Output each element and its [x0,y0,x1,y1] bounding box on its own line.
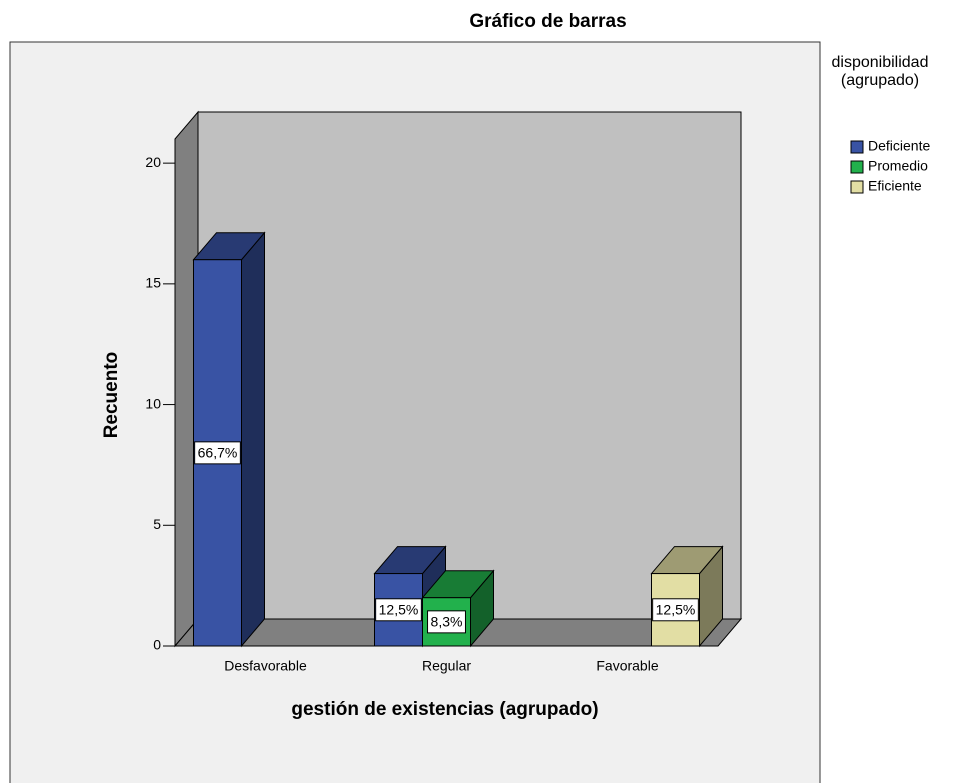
data-label: 12,5% [379,601,419,617]
data-label: 66,7% [198,445,238,461]
legend-label: Deficiente [868,138,930,154]
bar-side [241,231,265,648]
data-label-box [194,441,241,465]
x-tick-label: Regular [422,658,471,674]
legend-title: disponibilidad (agrupado) [831,54,929,89]
back-wall [197,111,742,620]
data-label-box [427,610,466,634]
y-tick-label: 20 [145,154,161,170]
y-tick-label: 0 [153,637,161,653]
legend-label: Eficiente [868,178,922,194]
x-axis-label: gestión de existencias (agrupado) [291,699,598,720]
data-label: 12,5% [656,601,696,617]
legend-label: Promedio [868,158,928,174]
chart-title: Gráfico de barras [469,11,626,32]
data-label-box [375,598,422,622]
data-label-box [652,598,699,622]
data-label: 8,3% [431,614,463,630]
y-axis-label: Recuento [101,352,122,439]
x-tick-label: Desfavorable [224,658,307,674]
legend-swatch [850,140,864,154]
y-tick-label: 15 [145,275,161,291]
x-tick-label: Favorable [596,658,658,674]
legend-swatch [850,180,864,194]
y-tick-label: 10 [145,395,161,411]
y-tick-label: 5 [153,516,161,532]
legend-swatch [850,160,864,174]
